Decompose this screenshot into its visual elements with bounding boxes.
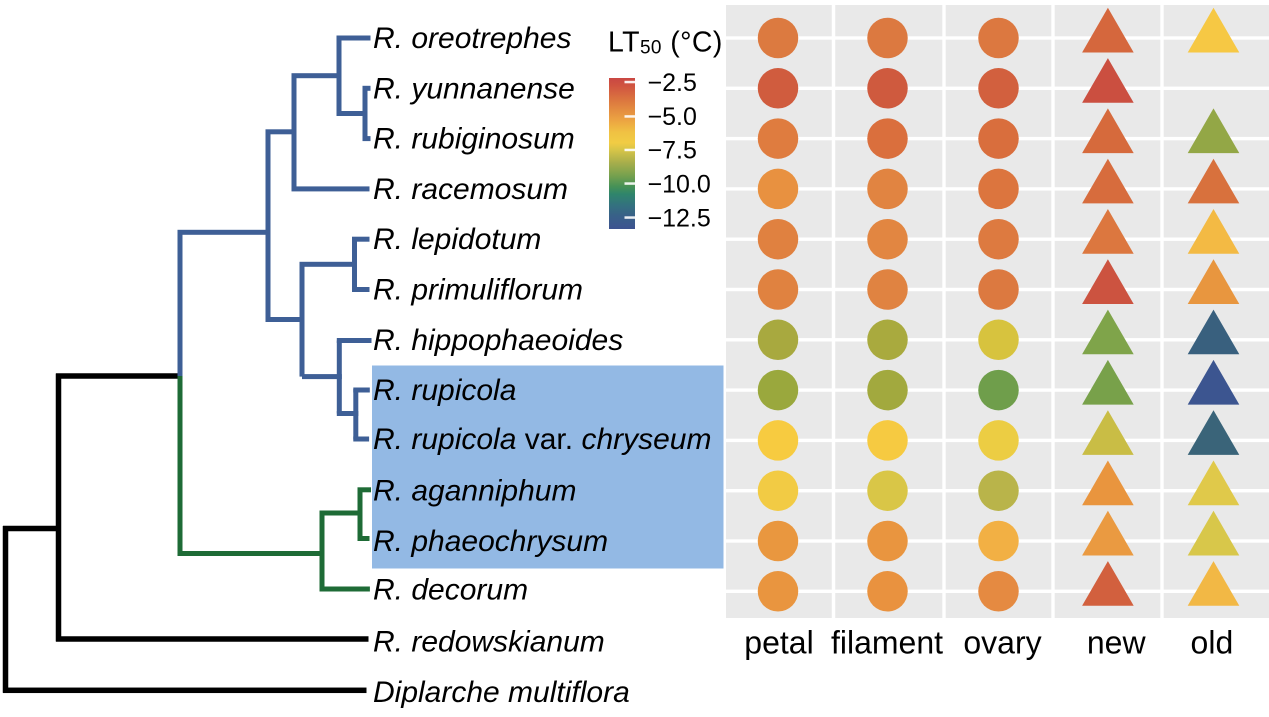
- svg-text:new: new: [1087, 625, 1147, 661]
- svg-text:R. yunnanense: R. yunnanense: [373, 72, 575, 105]
- svg-text:R. primuliflorum: R. primuliflorum: [373, 274, 583, 307]
- svg-text:Diplarche multiflora: Diplarche multiflora: [373, 676, 630, 709]
- svg-text:petal: petal: [744, 625, 813, 661]
- svg-text:ovary: ovary: [963, 625, 1041, 661]
- svg-text:R. aganniphum: R. aganniphum: [373, 475, 576, 508]
- svg-text:LT50 (°C): LT50 (°C): [608, 27, 723, 59]
- svg-text:R. lepidotum: R. lepidotum: [373, 223, 541, 256]
- svg-text:old: old: [1191, 625, 1234, 661]
- svg-text:R. decorum: R. decorum: [373, 574, 528, 607]
- svg-text:−12.5: −12.5: [648, 204, 711, 232]
- svg-text:R. rupicola var. chryseum: R. rupicola var. chryseum: [373, 423, 711, 456]
- svg-text:−7.5: −7.5: [648, 137, 697, 165]
- svg-text:−10.0: −10.0: [648, 170, 711, 198]
- svg-text:R. phaeochrysum: R. phaeochrysum: [373, 525, 608, 558]
- svg-text:R. redowskianum: R. redowskianum: [373, 626, 605, 659]
- svg-text:R. racemosum: R. racemosum: [373, 173, 568, 206]
- svg-text:R. rubiginosum: R. rubiginosum: [373, 123, 575, 156]
- svg-text:R. oreotrephes: R. oreotrephes: [373, 22, 571, 55]
- svg-text:−5.0: −5.0: [648, 103, 697, 131]
- svg-text:filament: filament: [831, 625, 943, 661]
- svg-text:R. hippophaeoides: R. hippophaeoides: [373, 324, 623, 357]
- svg-text:−2.5: −2.5: [648, 69, 697, 97]
- svg-text:R. rupicola: R. rupicola: [373, 374, 516, 407]
